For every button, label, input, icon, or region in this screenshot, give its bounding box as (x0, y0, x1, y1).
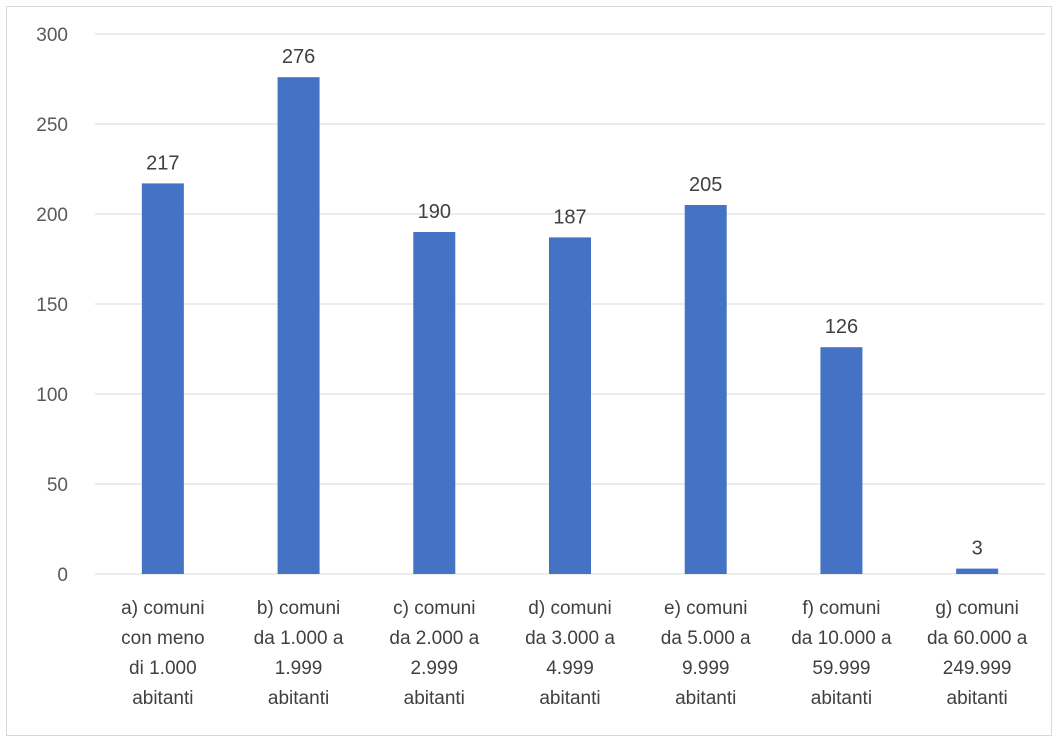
category-label-line: a) comuni (121, 598, 204, 619)
category-label-line: f) comuni (802, 598, 880, 619)
bar (549, 237, 591, 574)
data-label: 3 (972, 538, 983, 560)
category-label-line: b) comuni (257, 598, 340, 619)
bars (141, 77, 999, 574)
category-label-line: con meno (121, 628, 204, 649)
y-tick-label: 300 (36, 25, 68, 46)
category-label-line: da 3.000 a (525, 628, 615, 649)
category-label-line: da 5.000 a (661, 628, 751, 649)
y-tick-label: 200 (36, 205, 68, 226)
data-label: 126 (825, 316, 858, 338)
category-label-line: abitanti (404, 688, 465, 709)
category-label-line: abitanti (947, 688, 1008, 709)
data-label: 205 (689, 174, 722, 196)
bar (413, 232, 456, 574)
category-label-line: e) comuni (664, 598, 747, 619)
y-tick-label: 100 (36, 385, 68, 406)
data-label: 190 (418, 201, 451, 223)
y-tick-label: 0 (57, 565, 68, 586)
category-label-line: abitanti (539, 688, 600, 709)
bar (141, 183, 184, 574)
category-label-line: c) comuni (393, 598, 475, 619)
category-label-line: abitanti (811, 688, 872, 709)
category-label-line: d) comuni (528, 598, 611, 619)
gridlines (95, 33, 1045, 575)
category-label-line: abitanti (675, 688, 736, 709)
category-label-line: da 1.000 a (254, 628, 344, 649)
category-label-line: da 2.000 a (389, 628, 479, 649)
category-label-line: 9.999 (682, 658, 730, 679)
bar (820, 347, 863, 574)
category-label-line: da 10.000 a (791, 628, 892, 649)
data-label: 276 (282, 46, 315, 68)
y-tick-label: 250 (36, 115, 68, 136)
bar (277, 77, 320, 574)
category-label-line: abitanti (268, 688, 329, 709)
y-axis-tick-labels: 0 50 100 150 200 250 300 (36, 25, 68, 586)
data-label: 217 (146, 152, 179, 174)
category-label-line: 2.999 (411, 658, 459, 679)
category-label-line: g) comuni (935, 598, 1018, 619)
bar (684, 205, 727, 574)
y-tick-label: 150 (36, 295, 68, 316)
category-label-line: 59.999 (812, 658, 870, 679)
category-label-line: da 60.000 a (927, 628, 1028, 649)
category-label-line: di 1.000 (129, 658, 197, 679)
category-label-line: 249.999 (943, 658, 1012, 679)
category-label-line: abitanti (132, 688, 193, 709)
data-label: 187 (553, 206, 586, 228)
x-axis-category-labels: a) comuni con meno di 1.000 abitanti b) comu… (121, 598, 1028, 709)
data-labels: 217 276 190 187 205 126 3 (146, 46, 983, 559)
category-label-line: 1.999 (275, 658, 323, 679)
category-label-line: 4.999 (546, 658, 594, 679)
y-tick-label: 50 (47, 475, 68, 496)
bar (956, 568, 999, 574)
